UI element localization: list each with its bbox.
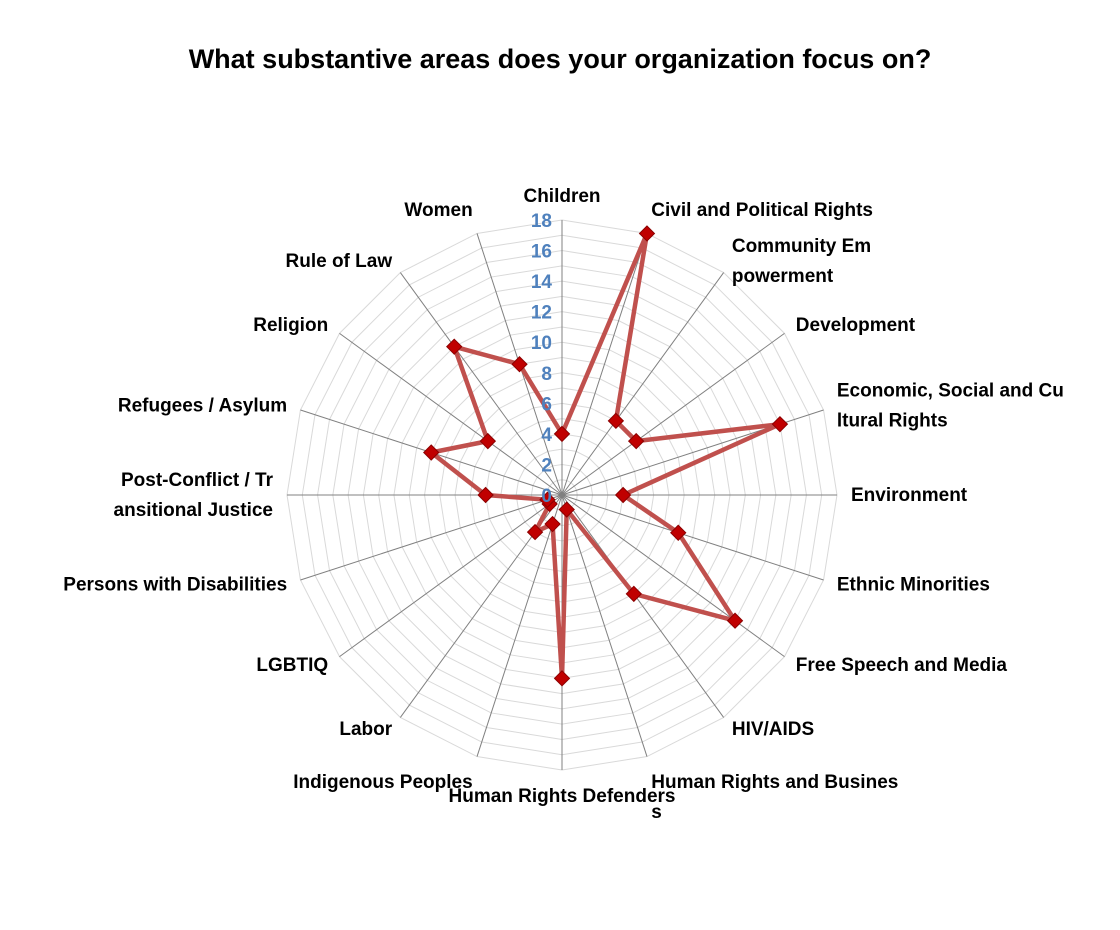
category-label-line: Refugees / Asylum bbox=[118, 396, 287, 417]
category-label: Refugees / Asylum bbox=[118, 396, 287, 417]
tick-label: 14 bbox=[531, 272, 553, 293]
spoke bbox=[561, 332, 785, 496]
category-label-line: Community Em bbox=[732, 236, 871, 257]
data-point bbox=[526, 523, 544, 541]
spoke bbox=[561, 233, 648, 496]
spoke bbox=[561, 272, 725, 496]
data-point bbox=[539, 491, 556, 508]
category-label-line: Rule of Law bbox=[286, 251, 393, 272]
spoke bbox=[399, 272, 563, 496]
category-label-line: Development bbox=[796, 315, 916, 336]
data-point bbox=[638, 225, 656, 242]
category-label: Post-Conflict / Tr ansitional Justice bbox=[114, 470, 274, 521]
category-label: Children bbox=[523, 186, 600, 207]
category-label: Women bbox=[404, 200, 472, 221]
spoke bbox=[339, 494, 563, 658]
tick-label: 0 bbox=[541, 486, 552, 507]
tick-label: 4 bbox=[541, 425, 552, 446]
category-label-line: Labor bbox=[339, 719, 392, 740]
data-point bbox=[423, 444, 440, 461]
category-label-line: Persons with Disabilities bbox=[63, 574, 287, 595]
data-point bbox=[670, 524, 687, 541]
tick-label: 8 bbox=[541, 364, 552, 385]
data-point bbox=[477, 486, 494, 504]
series-line bbox=[428, 231, 783, 681]
data-point bbox=[558, 501, 575, 518]
data-point bbox=[553, 425, 571, 443]
data-point bbox=[607, 412, 625, 430]
tick-label: 2 bbox=[541, 455, 552, 476]
category-label-line: Women bbox=[404, 200, 472, 221]
category-label: Economic, Social and Cu ltural Rights bbox=[837, 381, 1064, 432]
series bbox=[423, 225, 789, 687]
category-label-line: powerment bbox=[732, 266, 834, 287]
tick-labels: 0 2 4 6 8 10 12 14 16 18 bbox=[531, 211, 553, 507]
category-label: Labor bbox=[339, 719, 392, 740]
tick-label: 16 bbox=[531, 242, 552, 263]
data-point bbox=[511, 356, 528, 373]
data-point bbox=[544, 515, 561, 533]
category-label-line: Civil and Political Rights bbox=[651, 200, 873, 221]
category-label-line: Free Speech and Media bbox=[796, 655, 1008, 676]
category-label-line: Religion bbox=[253, 315, 328, 336]
data-point bbox=[726, 612, 744, 629]
category-label-line: Children bbox=[523, 186, 600, 207]
data-point bbox=[479, 432, 497, 450]
spoke bbox=[561, 494, 648, 757]
category-label: Ethnic Minorities bbox=[837, 574, 990, 595]
category-label: Environment bbox=[851, 485, 968, 506]
category-label: Indigenous Peoples bbox=[293, 772, 472, 793]
data-point bbox=[627, 432, 645, 450]
category-label-line: Ethnic Minorities bbox=[837, 574, 990, 595]
category-label: HIV/AIDS bbox=[732, 719, 814, 740]
spokes bbox=[287, 220, 837, 770]
spoke bbox=[561, 494, 824, 581]
data-point bbox=[625, 585, 643, 603]
data-point bbox=[553, 670, 571, 687]
spoke bbox=[561, 494, 725, 718]
spoke bbox=[339, 332, 563, 496]
data-point bbox=[446, 338, 463, 355]
category-label-line: ansitional Justice bbox=[114, 500, 273, 521]
category-label-line: Human Rights Defenders bbox=[449, 786, 676, 807]
spoke bbox=[300, 494, 563, 581]
data-point bbox=[771, 415, 789, 433]
category-label: Community Em powerment bbox=[732, 236, 871, 287]
tick-label: 10 bbox=[531, 333, 552, 354]
category-label: LGBTIQ bbox=[256, 655, 328, 676]
category-label-line: Indigenous Peoples bbox=[293, 772, 472, 793]
category-label-line: Human Rights and Busines bbox=[651, 772, 898, 793]
category-label-line: Post-Conflict / Tr bbox=[121, 470, 274, 491]
category-label-line: LGBTIQ bbox=[256, 655, 328, 676]
tick-label: 12 bbox=[531, 303, 552, 324]
category-label-line: HIV/AIDS bbox=[732, 719, 814, 740]
category-label: Religion bbox=[253, 315, 328, 336]
category-label: Rule of Law bbox=[286, 251, 393, 272]
category-label: Human Rights Defenders bbox=[449, 786, 676, 807]
spoke bbox=[476, 494, 563, 757]
category-label: Persons with Disabilities bbox=[63, 574, 287, 595]
category-label-line: ltural Rights bbox=[837, 411, 948, 432]
data-point bbox=[614, 486, 632, 504]
tick-label: 18 bbox=[531, 211, 552, 232]
spoke bbox=[561, 494, 785, 658]
category-label-line: s bbox=[651, 802, 662, 823]
tick-label: 6 bbox=[541, 394, 552, 415]
category-label-line: Economic, Social and Cu bbox=[837, 381, 1064, 402]
category-labels: Children Civil and Political Rights Commun… bbox=[63, 186, 1064, 823]
chart-title: What substantive areas does your organiz… bbox=[188, 44, 932, 74]
category-label: Civil and Political Rights bbox=[651, 200, 873, 221]
category-label: Development bbox=[796, 315, 916, 336]
category-label: Free Speech and Media bbox=[796, 655, 1008, 676]
category-label: Human Rights and Busines s bbox=[651, 772, 898, 823]
category-label-line: Environment bbox=[851, 485, 968, 506]
